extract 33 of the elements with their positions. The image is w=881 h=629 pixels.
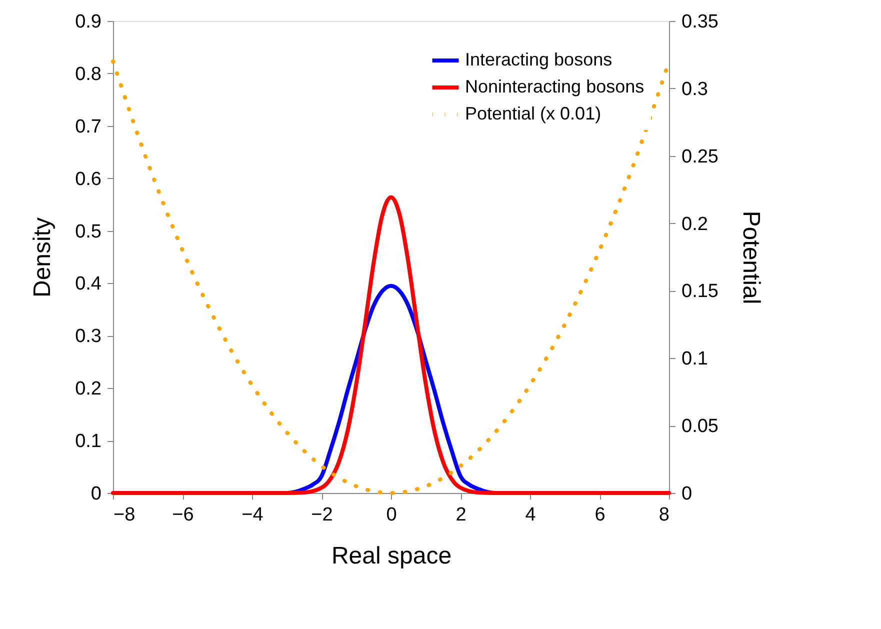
x-tick-label: −4 bbox=[242, 504, 264, 526]
y2-tick-label: 0.2 bbox=[682, 214, 708, 235]
legend-label: Potential (x 0.01) bbox=[465, 104, 602, 124]
y-axis-title: Density bbox=[29, 217, 56, 298]
y-tick-label: 0.2 bbox=[75, 378, 102, 400]
y-tick-label: 0.8 bbox=[75, 64, 102, 85]
y2-tick-label: 0.05 bbox=[682, 416, 718, 438]
x-tick-label: 0 bbox=[386, 504, 397, 526]
x-axis-title: Real space bbox=[331, 542, 452, 570]
y-tick-label: 0.1 bbox=[75, 431, 102, 452]
y2-tick-label: 0 bbox=[682, 484, 692, 504]
y2-axis-title: Potential bbox=[737, 210, 764, 304]
x-tick-label: −8 bbox=[114, 504, 136, 526]
x-tick-label: 4 bbox=[525, 504, 536, 526]
legend-label: Interacting bosons bbox=[465, 50, 612, 70]
y2-tick-label: 0.1 bbox=[682, 348, 708, 370]
y2-tick-label: 0.35 bbox=[682, 12, 718, 32]
y2-tick-label: 0.25 bbox=[682, 146, 718, 168]
y2-tick-label: 0.3 bbox=[682, 78, 708, 100]
x-tick-label: −6 bbox=[172, 504, 194, 526]
y-tick-label: 0.6 bbox=[75, 168, 102, 190]
y-tick-label: 0 bbox=[90, 484, 102, 504]
y-tick-label: 0.4 bbox=[75, 274, 102, 295]
x-tick-label: 6 bbox=[594, 504, 606, 526]
y-tick-label: 0.3 bbox=[75, 326, 102, 348]
y2-tick-label: 0.15 bbox=[682, 281, 718, 302]
x-tick-label: −2 bbox=[311, 504, 333, 526]
x-tick-label: 8 bbox=[658, 504, 670, 526]
legend-label: Noninteracting bosons bbox=[465, 76, 644, 96]
y-tick-label: 0.7 bbox=[75, 116, 102, 138]
y-tick-label: 0.5 bbox=[75, 221, 102, 242]
y-tick-label: 0.9 bbox=[75, 12, 102, 32]
x-tick-label: 2 bbox=[456, 504, 466, 526]
